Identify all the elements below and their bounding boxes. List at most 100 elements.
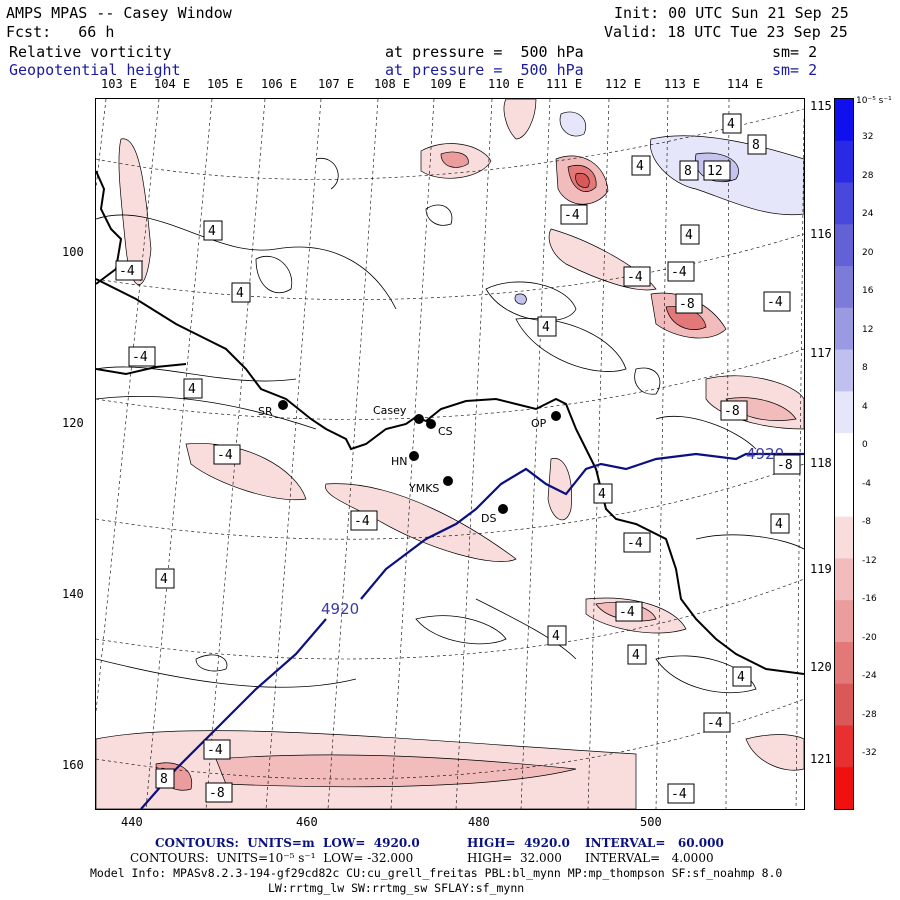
- contour-label: -4: [217, 448, 233, 463]
- contour-label: -8: [724, 404, 740, 419]
- colorbar-tick-label: 8: [862, 363, 868, 373]
- station-marker: [278, 400, 288, 410]
- station-label: HN: [391, 455, 408, 468]
- x-axis-label: 460: [296, 815, 318, 829]
- contour-label: -4: [627, 270, 643, 285]
- station-marker: [498, 504, 508, 514]
- colorbar-tick-label: 4: [862, 401, 868, 412]
- map-svg: SR Casey CS HN YMKS DS OP 4920 4920 4 4 …: [96, 99, 804, 809]
- colorbar-segment: [835, 391, 853, 434]
- footer-vort-units: CONTOURS: UNITS=10⁻⁵ s⁻¹ LOW= -32.000: [130, 851, 414, 865]
- station-marker: [414, 414, 424, 424]
- contour-label-boxes: 4 4 4 4 4 4 4 4 4 4 4 4 4 -4 -4 -4 -4 -4…: [115, 113, 801, 804]
- colorbar-segment: [835, 600, 853, 643]
- station-label: CS: [438, 425, 453, 438]
- footer-vort-interval: INTERVAL= 4.0000: [585, 851, 714, 865]
- footer-height-interval: INTERVAL= 60.000: [585, 836, 724, 850]
- colorbar-segment: [835, 349, 853, 392]
- station-labels: SR Casey CS HN YMKS DS OP: [258, 404, 547, 525]
- contour-label: -4: [619, 605, 635, 620]
- colorbar-segment: [835, 725, 853, 768]
- contour-label: 4: [636, 159, 644, 174]
- contour-label: 4: [727, 117, 735, 132]
- contour-label: 12: [707, 164, 723, 179]
- station-label: YMKS: [408, 482, 439, 495]
- field1-smoothing: sm= 2: [772, 43, 818, 61]
- contour-label: 4: [236, 286, 244, 301]
- contour-label: -4: [627, 536, 643, 551]
- vorticity-contours: [96, 157, 804, 694]
- colorbar-tick-label: 28: [862, 170, 874, 181]
- footer-vort-high: HIGH= 32.000: [467, 851, 562, 865]
- contour-label: 4: [160, 572, 168, 587]
- contour-label: 4: [542, 320, 550, 335]
- footer-height-units: CONTOURS: UNITS=m LOW= 4920.0: [155, 836, 420, 850]
- colorbar-tick-label: 32: [862, 132, 874, 142]
- forecast-hour: Fcst: 66 h: [6, 23, 115, 41]
- colorbar-segment: [835, 99, 853, 142]
- stations: [278, 400, 561, 514]
- colorbar-segment: [835, 140, 853, 184]
- field2-level: at pressure = 500 hPa: [385, 61, 584, 79]
- colorbar-tick-label: -8: [862, 517, 871, 527]
- field1-level: at pressure = 500 hPa: [385, 43, 584, 61]
- y-axis-label: 100: [62, 245, 84, 259]
- contour-label: -4: [354, 514, 370, 529]
- station-marker: [443, 476, 453, 486]
- contour-label: 4: [208, 224, 216, 239]
- coastline: [96, 170, 804, 675]
- field2-smoothing: sm= 2: [772, 61, 818, 79]
- contour-label: -4: [119, 264, 135, 279]
- colorbar-tick-label: 24: [862, 209, 874, 219]
- x-axis-label: 440: [121, 815, 143, 829]
- colorbar-segment: [835, 433, 853, 476]
- contour-label: 4: [188, 382, 196, 397]
- contour-label: 4: [598, 487, 606, 502]
- lon-label: 103 E: [101, 77, 138, 91]
- colorbar-segment: [835, 307, 853, 351]
- map-panel: SR Casey CS HN YMKS DS OP 4920 4920 4 4 …: [95, 98, 805, 810]
- colorbar-tick-label: 16: [862, 286, 874, 296]
- lon-label: 109 E: [430, 77, 467, 91]
- y-axis-label: 120: [62, 416, 84, 430]
- colorbar-segment: [835, 474, 853, 518]
- contour-label: 8: [160, 772, 168, 787]
- init-time: Init: 00 UTC Sun 21 Sep 25: [614, 4, 849, 22]
- y-axis-label: 140: [62, 587, 84, 601]
- station-label: SR: [258, 405, 273, 418]
- station-label: Casey: [373, 404, 407, 417]
- contour-label: 4: [737, 670, 745, 685]
- colorbar-tick-label: -32: [862, 748, 877, 758]
- lon-label: 113 E: [664, 77, 701, 91]
- lon-label: 105 E: [207, 77, 244, 91]
- colorbar-segment: [835, 767, 853, 810]
- contour-label: 8: [752, 138, 760, 153]
- contour-label: -4: [132, 350, 148, 365]
- colorbar-segment: [835, 558, 853, 601]
- contour-label: -4: [767, 295, 783, 310]
- colorbar-segment: [835, 182, 853, 225]
- colorbar-tick-label: -12: [862, 555, 877, 566]
- field2-name: Geopotential height: [9, 61, 181, 79]
- colorbar-tick-label: 0: [862, 440, 868, 450]
- station-label: DS: [481, 512, 496, 525]
- lon-label: 107 E: [318, 77, 355, 91]
- station-marker: [551, 411, 561, 421]
- lon-label: 106 E: [261, 77, 298, 91]
- lon-label: 112 E: [605, 77, 642, 91]
- colorbar-tick-label: 12: [862, 324, 874, 335]
- colorbar-unit: 10⁻⁵ s⁻¹: [856, 96, 892, 106]
- model-info-radiation: LW:rrtmg_lw SW:rrtmg_sw SFLAY:sf_mynn: [268, 881, 525, 895]
- colorbar-tick-label: -24: [862, 671, 877, 681]
- colorbar-segment: [835, 683, 853, 726]
- contour-label: 4: [632, 648, 640, 663]
- colorbar-tick-label: -28: [862, 709, 877, 720]
- y-axis-label: 160: [62, 758, 84, 772]
- valid-time: Valid: 18 UTC Tue 23 Sep 25: [604, 23, 848, 41]
- colorbar-tick-label: -4: [862, 478, 871, 489]
- x-axis-label: 480: [468, 815, 490, 829]
- colorbar-tick-label: -20: [862, 632, 877, 643]
- height-label: 4920: [321, 600, 359, 618]
- contour-label: -8: [777, 458, 793, 473]
- contour-label: -4: [707, 716, 723, 731]
